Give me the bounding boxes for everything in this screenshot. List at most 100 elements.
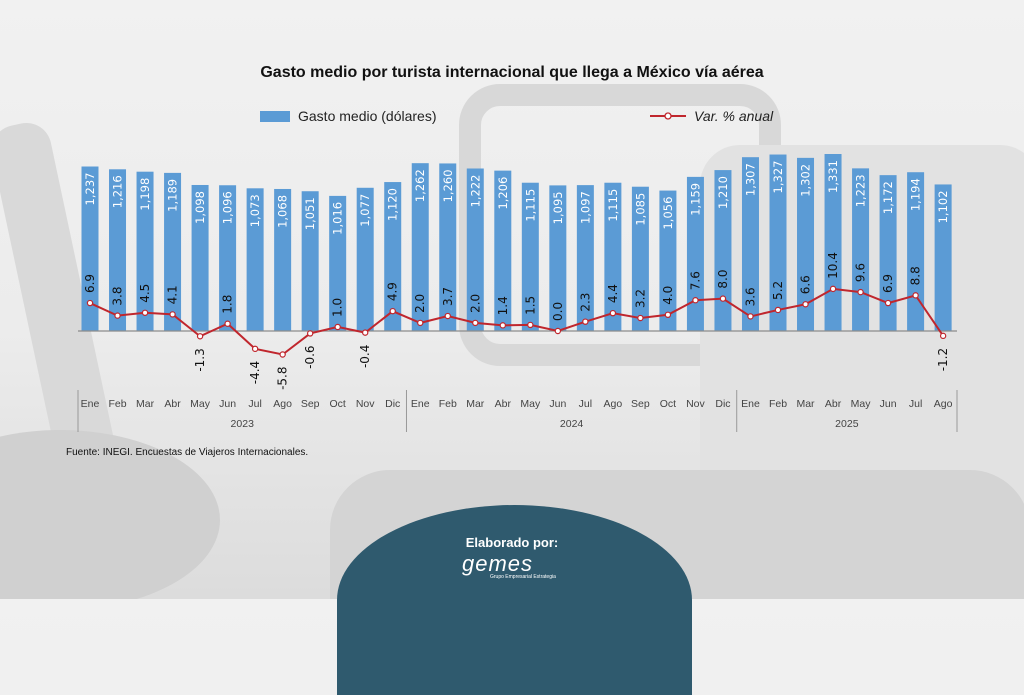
legend-item-line: Var. % anual bbox=[650, 108, 773, 124]
bar bbox=[439, 163, 457, 331]
bar bbox=[714, 170, 732, 331]
month-tick-label: Abr bbox=[495, 398, 512, 410]
bar bbox=[274, 188, 292, 331]
var-point bbox=[692, 297, 699, 304]
var-point bbox=[802, 301, 809, 308]
var-point bbox=[224, 320, 231, 327]
var-value-label: 1.4 bbox=[496, 296, 510, 315]
var-point bbox=[86, 299, 94, 307]
var-value-label: -0.6 bbox=[303, 345, 317, 368]
year-tick-label: 2025 bbox=[835, 418, 859, 430]
month-tick-label: Nov bbox=[686, 398, 705, 410]
line-swatch-icon bbox=[650, 112, 686, 120]
var-point bbox=[251, 345, 259, 353]
var-value-label: 1.0 bbox=[331, 298, 345, 317]
year-tick-label: 2023 bbox=[231, 418, 255, 430]
bar-value-label: 1,098 bbox=[193, 191, 207, 224]
var-point bbox=[554, 327, 562, 335]
month-tick-label: Feb bbox=[769, 398, 787, 410]
var-line bbox=[89, 287, 944, 356]
month-tick-label: Jun bbox=[219, 398, 236, 410]
bar bbox=[797, 157, 815, 331]
bar bbox=[246, 188, 264, 331]
month-tick-label: Ene bbox=[741, 398, 760, 410]
bar-value-label: 1,115 bbox=[523, 189, 537, 222]
bar bbox=[136, 171, 154, 331]
var-point bbox=[279, 351, 286, 358]
month-tick-label: Oct bbox=[330, 398, 346, 410]
bar bbox=[494, 170, 512, 331]
bar bbox=[411, 163, 429, 331]
var-point bbox=[527, 321, 534, 329]
logo-text: gemes bbox=[462, 551, 534, 576]
bar-value-label: 1,073 bbox=[248, 194, 262, 227]
var-point bbox=[912, 292, 919, 299]
bar-value-label: 1,159 bbox=[688, 183, 702, 216]
var-value-label: -4.4 bbox=[248, 361, 262, 384]
bar-value-label: 1,085 bbox=[633, 193, 647, 226]
footer-label: Elaborado por: bbox=[465, 535, 559, 550]
var-value-label: 4.5 bbox=[138, 284, 152, 303]
bar bbox=[604, 182, 622, 331]
var-value-label: 8.8 bbox=[909, 266, 923, 285]
var-point bbox=[747, 313, 754, 320]
var-point bbox=[637, 314, 644, 322]
bar bbox=[824, 154, 842, 331]
var-point bbox=[196, 333, 204, 340]
legend-label-bar: Gasto medio (dólares) bbox=[298, 108, 437, 124]
var-value-label: 0.0 bbox=[551, 302, 565, 321]
var-value-label: 2.3 bbox=[578, 293, 592, 312]
month-tick-label: Jul bbox=[909, 398, 922, 410]
bar bbox=[934, 184, 952, 331]
month-tick-label: May bbox=[520, 398, 541, 410]
bar bbox=[384, 182, 402, 331]
logo-subtitle: Grupo Empresarial Estrategia bbox=[490, 574, 556, 580]
bar-value-label: 1,051 bbox=[303, 197, 317, 230]
bar-value-label: 1,260 bbox=[441, 169, 455, 202]
month-tick-label: Feb bbox=[108, 398, 126, 410]
bar bbox=[576, 185, 594, 331]
month-tick-label: Abr bbox=[825, 398, 842, 410]
var-point bbox=[306, 330, 314, 337]
var-value-label: 7.6 bbox=[688, 271, 702, 290]
month-tick-label: Dic bbox=[715, 398, 730, 410]
month-tick-label: Ago bbox=[604, 398, 623, 410]
bar bbox=[659, 190, 677, 331]
var-value-label: 4.0 bbox=[661, 286, 675, 305]
bar-value-label: 1,223 bbox=[854, 174, 868, 207]
bar-value-label: 1,206 bbox=[496, 177, 510, 210]
bar-value-label: 1,120 bbox=[386, 188, 400, 221]
var-value-label: 8.0 bbox=[716, 270, 730, 289]
bar bbox=[164, 172, 182, 331]
var-value-label: 10.4 bbox=[826, 252, 840, 279]
bar bbox=[907, 172, 925, 331]
gemes-logo: gemes Grupo Empresarial Estrategia bbox=[462, 551, 556, 580]
var-point bbox=[609, 309, 617, 317]
bar-value-label: 1,068 bbox=[276, 195, 290, 228]
chart-title: Gasto medio por turista internacional qu… bbox=[260, 64, 764, 81]
source-note: Fuente: INEGI. Encuestas de Viajeros Int… bbox=[66, 447, 309, 458]
bar bbox=[852, 168, 870, 331]
bar-value-label: 1,172 bbox=[881, 181, 895, 214]
month-tick-label: May bbox=[851, 398, 872, 410]
bar-value-label: 1,216 bbox=[111, 175, 125, 208]
month-tick-label: Jul bbox=[579, 398, 592, 410]
bar bbox=[521, 182, 539, 331]
var-value-label: -1.2 bbox=[936, 348, 950, 371]
bar bbox=[686, 176, 704, 331]
month-tick-label: Sep bbox=[301, 398, 320, 410]
bar-value-label: 1,262 bbox=[413, 169, 427, 202]
var-value-label: -1.3 bbox=[193, 348, 207, 371]
bar bbox=[631, 186, 649, 331]
var-point bbox=[857, 288, 864, 296]
var-value-label: 9.6 bbox=[854, 263, 868, 282]
var-value-label: 3.7 bbox=[441, 287, 455, 306]
month-tick-label: Dic bbox=[385, 398, 400, 410]
bar bbox=[109, 169, 127, 331]
var-point bbox=[499, 322, 506, 329]
bar-value-label: 1,016 bbox=[331, 202, 345, 235]
var-point bbox=[362, 329, 369, 336]
bar-value-label: 1,056 bbox=[661, 197, 675, 230]
month-tick-label: May bbox=[190, 398, 211, 410]
var-point bbox=[417, 319, 424, 327]
